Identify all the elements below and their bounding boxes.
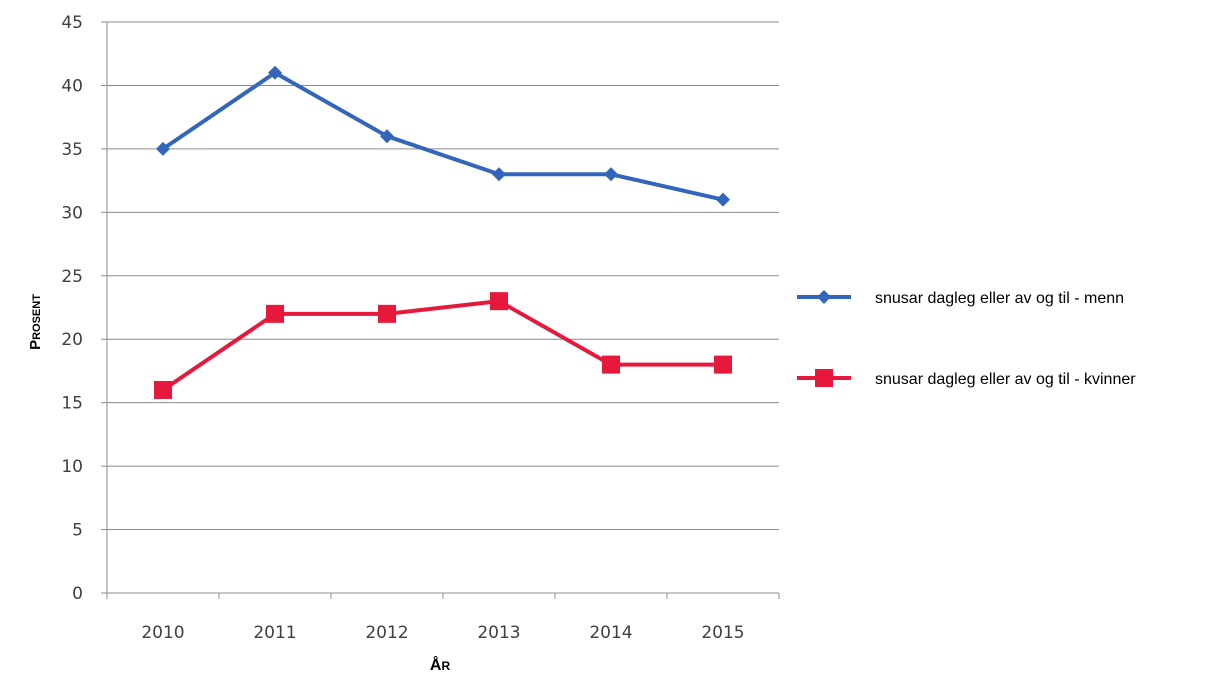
data-point (154, 380, 172, 399)
data-point (602, 355, 620, 374)
y-tick-label: 45 (61, 13, 83, 33)
data-point (378, 304, 396, 323)
x-tick-label: 2010 (141, 623, 184, 643)
legend-marker (815, 369, 833, 387)
x-tick-label: 2011 (253, 623, 296, 643)
x-axis-title: ÅR (430, 655, 451, 674)
data-point (492, 167, 506, 182)
data-point (156, 141, 170, 156)
gridlines (107, 21, 779, 531)
series-line (161, 70, 724, 202)
x-axis-title-first: Å (430, 655, 442, 674)
y-tick-label: 30 (61, 203, 83, 223)
y-tick-label: 20 (61, 330, 83, 350)
series-line (161, 299, 723, 392)
y-axis-title-first: P (27, 340, 44, 350)
data-point (714, 355, 732, 374)
axes (101, 21, 780, 599)
data-point (380, 129, 394, 144)
y-tick-label: 10 (61, 457, 83, 477)
legend-label: snusar dagleg eller av og til - kvinner (875, 371, 1136, 388)
y-tick-labels: 0 5 10 15 20 25 30 35 40 45 (61, 13, 83, 604)
x-tick-label: 2012 (365, 623, 408, 643)
x-tick-label: 2014 (589, 623, 632, 643)
data-point (604, 167, 618, 182)
legend-marker (817, 290, 831, 304)
y-tick-label: 0 (72, 584, 83, 604)
series-lines (154, 65, 732, 399)
x-tick-labels: 2010 2011 2012 2013 2014 2015 (141, 623, 744, 643)
y-axis-title-rest: ROSENT (31, 294, 43, 340)
y-tick-label: 40 (61, 76, 83, 96)
x-tick-label: 2013 (477, 623, 520, 643)
data-point (490, 292, 508, 311)
y-axis-title: PROSENT (27, 294, 44, 350)
y-tick-label: 35 (61, 140, 83, 160)
data-point (716, 192, 730, 207)
data-point (266, 304, 284, 323)
x-tick-label: 2015 (701, 623, 744, 643)
y-tick-label: 15 (61, 394, 83, 414)
data-point (268, 65, 282, 80)
y-tick-label: 5 (72, 521, 83, 541)
legend: snusar dagleg eller av og til - menn snus… (797, 290, 1136, 388)
x-axis-title-rest: R (441, 659, 450, 673)
y-tick-label: 25 (61, 267, 83, 287)
legend-label: snusar dagleg eller av og til - menn (875, 290, 1124, 307)
